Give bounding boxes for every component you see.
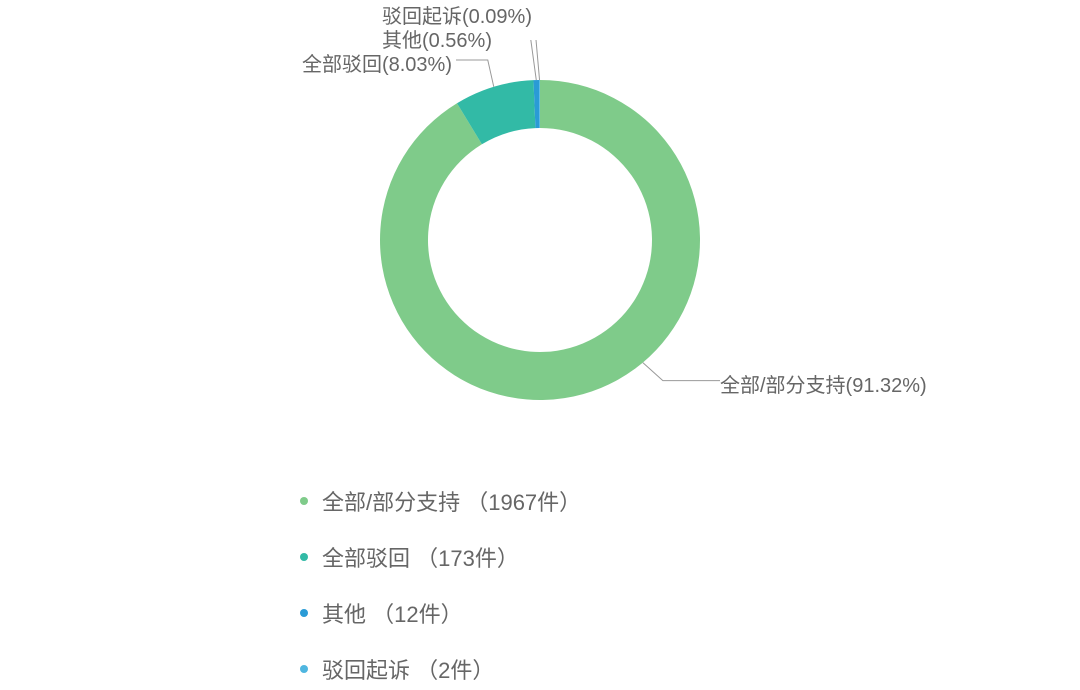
legend-dot-icon	[300, 609, 308, 617]
legend-dot-icon	[300, 553, 308, 561]
callout-reject: 全部驳回(8.03%)	[292, 48, 452, 77]
callout-leader	[496, 40, 536, 80]
callout-support: 全部/部分支持(91.32%)	[720, 369, 927, 398]
donut-chart	[360, 40, 720, 440]
legend-item-other: 其他 （12件）	[300, 597, 581, 629]
callout-leader	[643, 363, 720, 381]
callout-leader	[456, 60, 494, 87]
legend-label: 驳回起诉 （2件）	[322, 653, 494, 685]
legend-dot-icon	[300, 497, 308, 505]
legend-item-reject: 全部驳回 （173件）	[300, 541, 581, 573]
legend-label: 全部/部分支持 （1967件）	[322, 485, 581, 517]
legend-item-support: 全部/部分支持 （1967件）	[300, 485, 581, 517]
legend: 全部/部分支持 （1967件） 全部驳回 （173件） 其他 （12件） 驳回起…	[300, 485, 581, 690]
legend-label: 其他 （12件）	[322, 597, 463, 629]
legend-label: 全部驳回 （173件）	[322, 541, 519, 573]
legend-item-dismiss: 驳回起诉 （2件）	[300, 653, 581, 685]
callout-leader	[534, 40, 540, 80]
legend-dot-icon	[300, 665, 308, 673]
donut-chart-container: 驳回起诉(0.09%) 其他(0.56%) 全部驳回(8.03%) 全部/部分支…	[0, 0, 1080, 690]
